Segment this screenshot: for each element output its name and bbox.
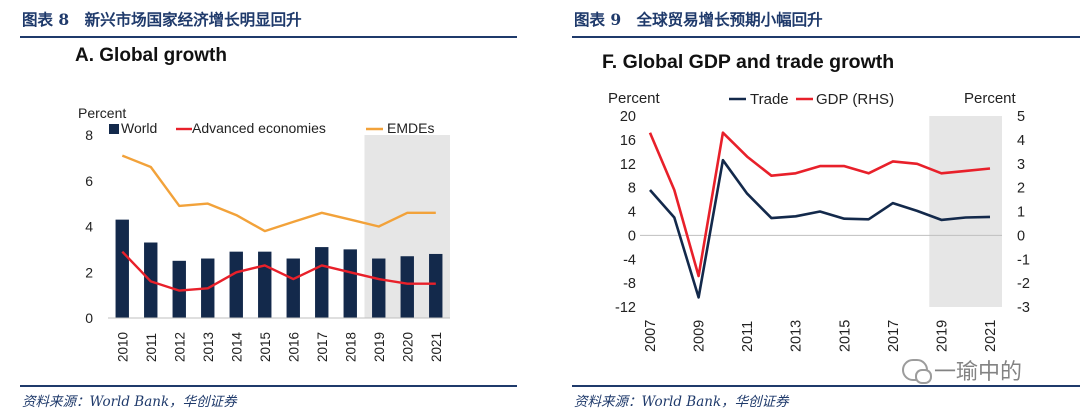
y-right-tick-label: 2 [1017, 181, 1025, 197]
line-emdes [121, 154, 436, 233]
y-tick-label: 4 [85, 219, 93, 235]
bar-world-2020 [400, 256, 414, 318]
bar-world-2014 [229, 251, 243, 318]
figure-8-panel: 图表 8 新兴市场国家经济增长明显回升 A. Global growth Perc… [20, 10, 517, 410]
legend-label-emdes: EMDEs [387, 120, 434, 136]
bar-world-2016 [286, 258, 300, 318]
x-tick-label: 2015 [258, 332, 273, 362]
figure-9-top-rule [572, 36, 1080, 38]
gdp-trade-growth-chart: F. Global GDP and trade growth Percent Per… [602, 51, 1030, 352]
y-right-tick-label: -1 [1017, 252, 1030, 268]
y-left-tick-label: 20 [620, 109, 636, 125]
y-tick-label: 2 [85, 264, 93, 280]
x-tick-label: 2021 [429, 332, 444, 362]
y-tick-label: 8 [85, 127, 93, 143]
figure-9-bottom-rule [572, 385, 1080, 387]
y-right-tick-label: 4 [1017, 133, 1025, 149]
x-tick-label: 2016 [286, 332, 301, 362]
x-tick-label: 2011 [144, 333, 159, 362]
x-tick-label: 2011 [740, 321, 756, 352]
x-tick-label: 2012 [172, 332, 187, 362]
y-right-tick-label: 1 [1017, 205, 1025, 221]
y-axis-label-right: Percent [964, 90, 1017, 107]
y-left-tick-label: 8 [628, 181, 636, 197]
y-left-tick-label: 12 [620, 157, 636, 173]
forecast-shade [929, 116, 1002, 307]
global-growth-chart: A. Global growth Percent 0 2 4 6 8 2010 2011 2012… [75, 45, 450, 362]
y-left-tick-label: -8 [623, 276, 636, 292]
y-left-tick-label: 0 [628, 228, 636, 244]
figure-8-bottom-rule [20, 385, 517, 387]
x-tick-label: 2018 [343, 332, 358, 362]
bar-world-2010 [115, 219, 129, 318]
legend-label-world: World [121, 120, 157, 136]
legend-label-gdp: GDP (RHS) [816, 91, 894, 108]
y-tick-label: 6 [85, 173, 93, 189]
y-right-tick-label: -3 [1017, 300, 1030, 316]
figure-9-title: 图表 9 全球贸易增长预期小幅回升 [574, 10, 823, 29]
wechat-icon [902, 359, 932, 384]
chart-title: A. Global growth [75, 45, 227, 66]
watermark-text: 一瑜中的 [934, 360, 1023, 385]
bar-world-2019 [372, 258, 386, 318]
y-right-tick-label: 0 [1017, 228, 1025, 244]
figure-8-source: 资料来源：World Bank，华创证券 [22, 394, 237, 410]
y-right-tick-label: 5 [1017, 109, 1025, 125]
y-tick-label: 0 [85, 310, 93, 326]
x-tick-label: 2014 [229, 331, 244, 362]
figure-9-panel: 图表 9 全球贸易增长预期小幅回升 F. Global GDP and trad… [540, 0, 1080, 418]
figure-8-title: 图表 8 新兴市场国家经济增长明显回升 [22, 10, 302, 29]
y-left-tick-label: -12 [615, 300, 636, 316]
chart-title: F. Global GDP and trade growth [602, 51, 894, 73]
y-left-tick-label: -4 [623, 252, 636, 268]
x-tick-label: 2019 [934, 320, 950, 352]
watermark: 一瑜中的 [902, 354, 1022, 386]
x-tick-label: 2017 [886, 320, 902, 352]
x-tick-label: 2021 [983, 320, 999, 352]
x-tick-label: 2019 [372, 332, 387, 362]
bar-world-2021 [429, 253, 443, 318]
y-left-tick-label: 4 [628, 205, 636, 221]
line-trade [649, 158, 991, 299]
bar-world-2015 [258, 251, 272, 318]
x-tick-label: 2020 [400, 332, 415, 362]
y-right-tick-label: 3 [1017, 157, 1025, 173]
x-tick-label: 2017 [315, 332, 330, 362]
x-tick-label: 2013 [789, 320, 805, 352]
legend-label-trade: Trade [750, 91, 789, 108]
legend-swatch-world [109, 124, 119, 134]
legend-label-advanced: Advanced economies [192, 120, 326, 136]
line-gdp [648, 131, 991, 278]
bar-world-2017 [315, 247, 329, 318]
x-tick-label: 2007 [643, 320, 659, 352]
y-right-tick-label: -2 [1017, 276, 1030, 292]
y-axis-label: Percent [78, 105, 126, 121]
y-left-tick-label: 16 [620, 133, 636, 149]
line-advanced-economies [121, 250, 436, 292]
x-tick-label: 2010 [115, 332, 130, 362]
y-axis-label-left: Percent [608, 90, 661, 107]
x-tick-label: 2009 [692, 320, 708, 352]
bar-world-2018 [343, 249, 357, 318]
x-tick-label: 2015 [837, 320, 853, 352]
figure-9-source: 资料来源：World Bank，华创证券 [574, 394, 789, 410]
figure-8-top-rule [20, 36, 517, 38]
x-tick-label: 2013 [201, 332, 216, 362]
